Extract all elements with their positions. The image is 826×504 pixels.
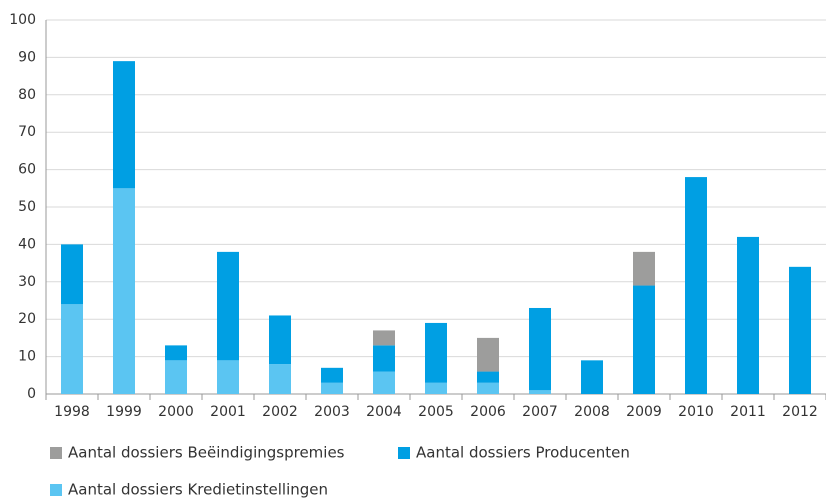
bar-segment (165, 345, 187, 361)
legend-label: Aantal dossiers Kredietinstellingen (68, 481, 328, 499)
bar-segment (373, 330, 395, 346)
bar-segment (477, 337, 499, 372)
x-tick-label: 1998 (54, 404, 90, 420)
x-tick-label: 2005 (418, 404, 454, 420)
x-tick-label: 2010 (678, 404, 714, 420)
y-tick-label: 20 (18, 311, 36, 327)
y-tick-label: 80 (18, 87, 36, 103)
x-tick-label: 2000 (158, 404, 194, 420)
bar-segment (165, 360, 187, 394)
bar-segment (321, 382, 343, 394)
bar-segment (321, 367, 343, 383)
y-tick-label: 100 (9, 12, 36, 28)
bar-segment (269, 315, 291, 365)
bar-segment (61, 244, 83, 305)
y-tick-label: 0 (27, 386, 36, 402)
x-tick-label: 2001 (210, 404, 246, 420)
y-tick-label: 10 (18, 349, 36, 365)
bar-segment (581, 360, 603, 394)
x-tick-label: 2004 (366, 404, 402, 420)
legend-swatch (50, 447, 62, 459)
bar-segment (477, 371, 499, 383)
x-tick-label: 2012 (782, 404, 818, 420)
x-tick-label: 1999 (106, 404, 142, 420)
x-tick-label: 2003 (314, 404, 350, 420)
y-tick-label: 70 (18, 124, 36, 140)
bar-segment (373, 371, 395, 394)
bar-segment (737, 236, 759, 394)
y-tick-label: 30 (18, 274, 36, 290)
y-tick-label: 40 (18, 236, 36, 252)
x-tick-label: 2008 (574, 404, 610, 420)
bar-segment (633, 285, 655, 394)
x-tick-label: 2002 (262, 404, 298, 420)
y-tick-label: 50 (18, 199, 36, 215)
legend-label: Aantal dossiers Beëindigingspremies (68, 444, 345, 462)
bar-segment (529, 307, 551, 391)
bar-segment (477, 382, 499, 394)
bar-segment (633, 251, 655, 286)
x-tick-label: 2006 (470, 404, 506, 420)
bar-segment (529, 390, 551, 394)
legend-swatch (50, 484, 62, 496)
bar-segment (685, 177, 707, 394)
legend-label: Aantal dossiers Producenten (416, 444, 630, 462)
x-tick-label: 2007 (522, 404, 558, 420)
bar-segment (113, 188, 135, 394)
x-tick-label: 2011 (730, 404, 766, 420)
bar-segment (113, 61, 135, 189)
bar-segment (61, 304, 83, 394)
bar-segment (217, 360, 239, 394)
y-tick-label: 60 (18, 162, 36, 178)
bar-segment (373, 345, 395, 372)
y-tick-label: 90 (18, 49, 36, 65)
bar-segment (425, 322, 447, 383)
bar-segment (425, 382, 447, 394)
x-tick-label: 2009 (626, 404, 662, 420)
bar-segment (269, 364, 291, 394)
legend-swatch (398, 447, 410, 459)
bar-segment (217, 251, 239, 361)
bar-segment (789, 266, 811, 394)
